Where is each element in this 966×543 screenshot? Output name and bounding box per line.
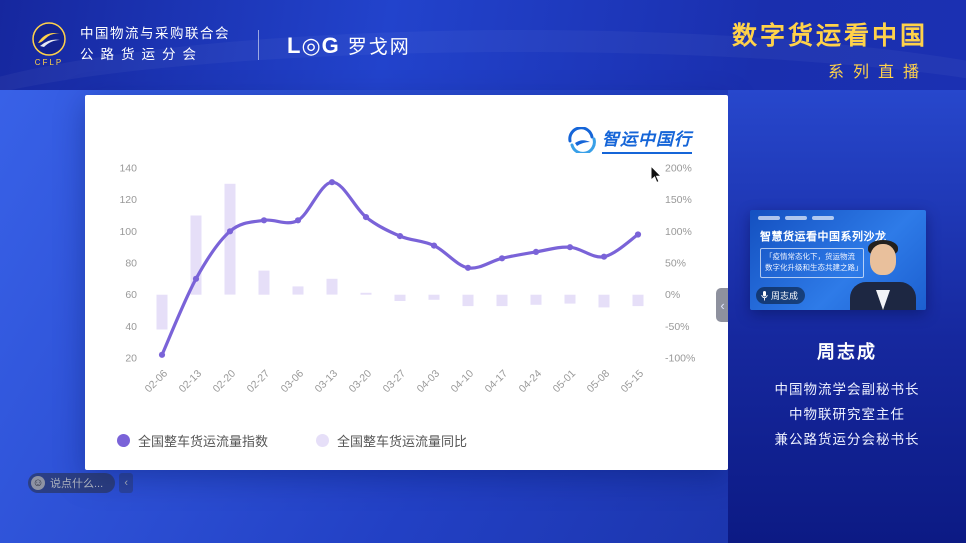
header-title-block: 数字货运看中国 系列直播 [732, 16, 928, 82]
legend-item-bar[interactable]: 全国整车货运流量同比 [316, 431, 467, 450]
svg-text:03-20: 03-20 [347, 368, 375, 396]
chevron-left-icon: ‹ [720, 297, 725, 313]
svg-text:40: 40 [125, 321, 137, 333]
legend-dot-bar-icon [316, 434, 330, 447]
log-brand: L◎G 罗戈网 [287, 32, 411, 59]
header-brand-left: CFLP 中国物流与采购联合会 公路货运分会 L◎G 罗戈网 [30, 22, 411, 68]
org-name-line2: 公路货运分会 [80, 47, 203, 62]
svg-text:05-01: 05-01 [551, 368, 579, 396]
speaker-photo [846, 240, 920, 310]
smiley-icon: ☺ [31, 476, 45, 490]
svg-text:03-06: 03-06 [279, 368, 307, 396]
svg-text:60: 60 [125, 289, 137, 301]
svg-text:150%: 150% [665, 194, 692, 206]
video-name-tag-label: 周志成 [771, 291, 799, 301]
chat-input-placeholder: 说点什么... [50, 478, 104, 490]
legend-dot-line-icon [117, 434, 130, 447]
svg-text:05-15: 05-15 [619, 368, 647, 396]
chat-bar: ☺ 说点什么... ‹ [28, 473, 134, 493]
svg-text:140: 140 [119, 163, 137, 175]
legend-label-line: 全国整车货运流量指数 [138, 434, 269, 449]
svg-text:05-08: 05-08 [585, 368, 613, 396]
svg-text:02-27: 02-27 [245, 368, 273, 396]
zhiyun-logo-icon [568, 126, 596, 153]
mic-icon [761, 290, 768, 300]
svg-text:04-10: 04-10 [449, 368, 477, 396]
chart-card: 智运中国行 20 40 60 80 100 120 140 -100% -50% 0% 50% 100… [85, 95, 728, 470]
legend-label-bar: 全国整车货运流量同比 [337, 434, 468, 449]
combo-chart-area: 20 40 60 80 100 120 140 -100% -50% 0% 50% 100% 150% 2… [100, 153, 710, 418]
svg-text:120: 120 [119, 194, 137, 206]
video-name-tag: 周志成 [756, 287, 806, 304]
right-panel: 智慧货运看中国系列沙龙 「疫情常态化下，货运物流数字化升级和生态共建之路」 周志… [728, 90, 966, 543]
svg-text:50%: 50% [665, 258, 686, 270]
svg-text:02-06: 02-06 [143, 368, 171, 396]
svg-text:20: 20 [125, 353, 137, 365]
chart-watermark: 智运中国行 [567, 125, 692, 154]
svg-text:200%: 200% [665, 163, 692, 175]
chart-legend: 全国整车货运流量指数 全国整车货运流量同比 [117, 431, 467, 450]
panel-collapse-handle[interactable]: ‹ [716, 288, 729, 322]
header: CFLP 中国物流与采购联合会 公路货运分会 L◎G 罗戈网 数字货运看中国 系… [0, 0, 966, 90]
svg-text:80: 80 [125, 258, 137, 270]
speaker-name: 周志成 [817, 342, 877, 362]
svg-text:-100%: -100% [665, 353, 695, 365]
cflp-acronym-label: CFLP [34, 58, 64, 67]
chat-collapse-button[interactable]: ‹ [119, 473, 134, 493]
legend-item-line[interactable]: 全国整车货运流量指数 [117, 431, 268, 450]
page-subtitle: 系列直播 [827, 64, 928, 81]
org-name-line1: 中国物流与采购联合会 [80, 26, 230, 42]
header-divider [258, 30, 259, 60]
page-title: 数字货运看中国 [731, 22, 928, 50]
video-header-logos-icon [758, 216, 834, 220]
log-logo-icon: L◎G [287, 32, 340, 58]
speaker-title-3: 兼公路货运分会秘书长 [774, 431, 920, 447]
speaker-title-1: 中国物流学会副秘书长 [774, 382, 920, 397]
svg-text:0%: 0% [665, 289, 680, 301]
org-text: 中国物流与采购联合会 公路货运分会 [80, 24, 230, 66]
speaker-info: 周志成 中国物流学会副秘书长 中物联研究室主任 兼公路货运分会秘书长 [728, 338, 966, 453]
video-subtitle: 「疫情常态化下，货运物流数字化升级和生态共建之路」 [760, 248, 864, 278]
chat-input[interactable]: ☺ 说点什么... [28, 473, 116, 493]
watermark-label: 智运中国行 [602, 125, 692, 154]
svg-text:03-27: 03-27 [381, 368, 409, 396]
svg-text:02-20: 02-20 [211, 368, 239, 396]
chevron-left-icon: ‹ [124, 477, 128, 489]
speaker-video-thumbnail[interactable]: 智慧货运看中国系列沙龙 「疫情常态化下，货运物流数字化升级和生态共建之路」 周志… [750, 210, 926, 310]
svg-text:100%: 100% [665, 226, 692, 238]
combo-chart-svg: 20 40 60 80 100 120 140 -100% -50% 0% 50% 100% 150% 2… [119, 163, 695, 396]
svg-text:04-03: 04-03 [415, 368, 443, 396]
log-brand-name: 罗戈网 [347, 36, 411, 58]
svg-text:100: 100 [119, 226, 137, 238]
svg-text:02-13: 02-13 [177, 368, 205, 396]
svg-text:04-24: 04-24 [517, 368, 545, 396]
cflp-logo-icon: CFLP [30, 22, 68, 68]
svg-text:-50%: -50% [665, 321, 690, 333]
svg-text:03-13: 03-13 [313, 368, 341, 396]
video-title: 智慧货运看中国系列沙龙 [760, 231, 887, 243]
speaker-title-2: 中物联研究室主任 [789, 406, 905, 422]
svg-text:04-17: 04-17 [483, 368, 511, 396]
